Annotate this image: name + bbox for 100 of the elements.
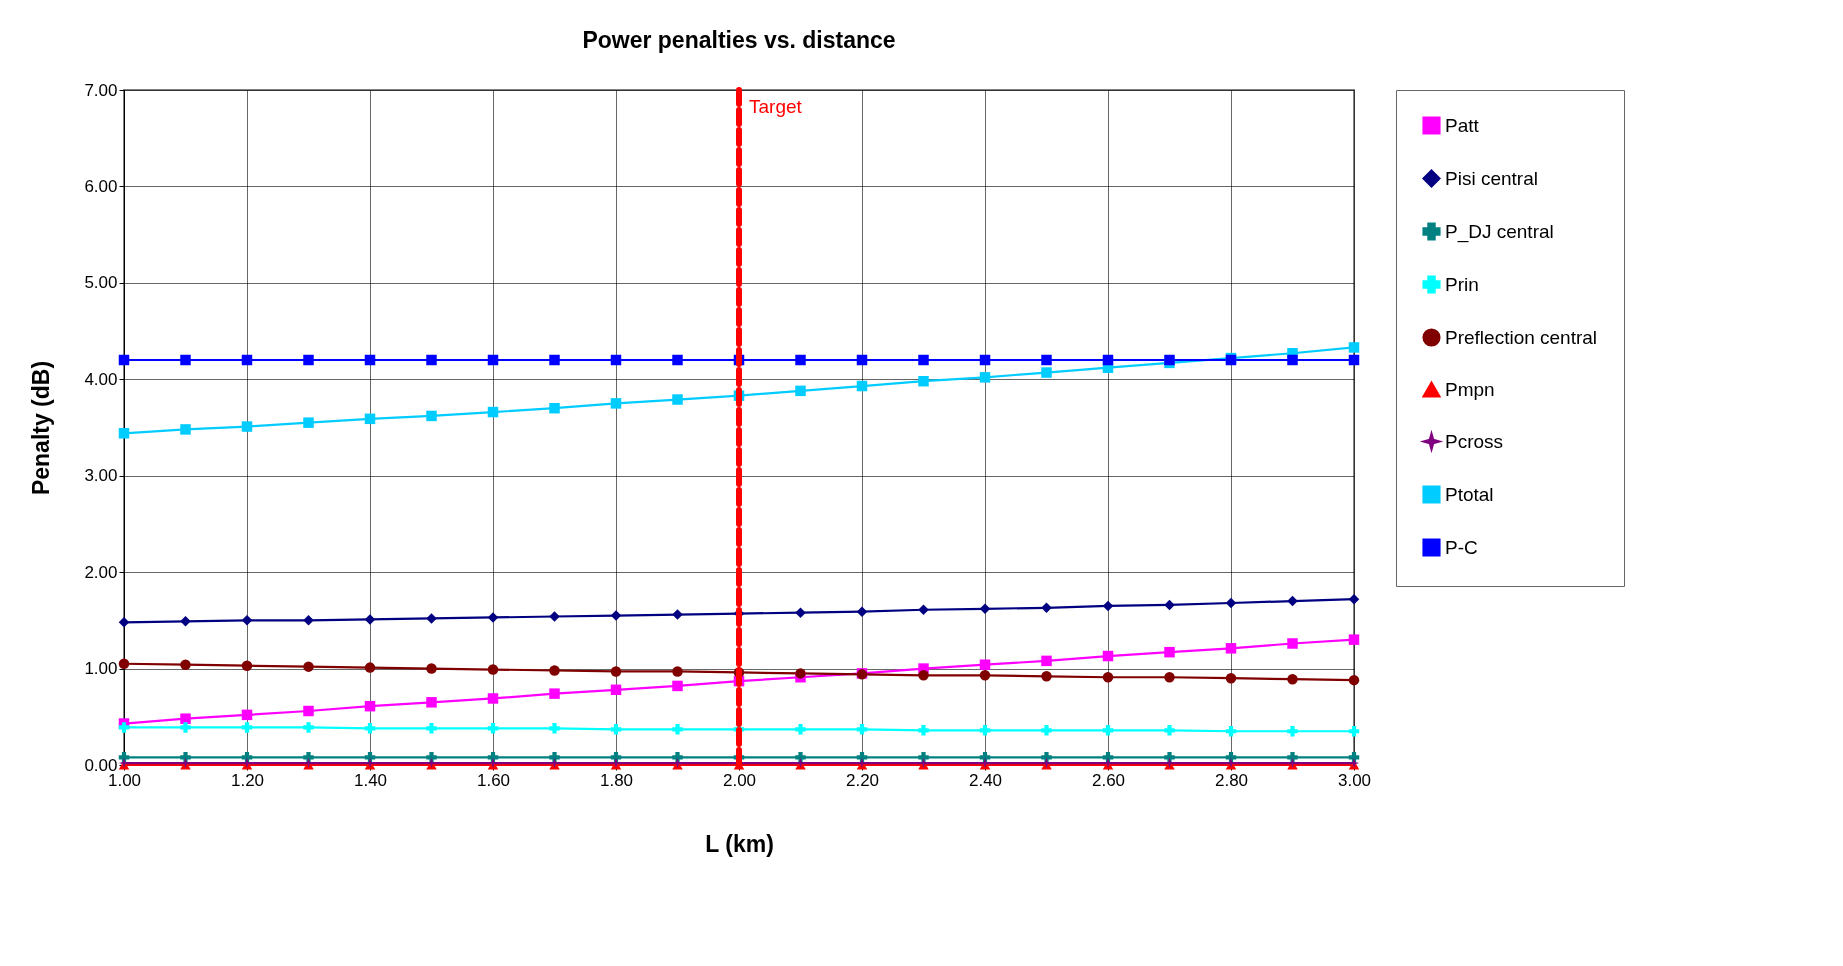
point <box>1287 638 1298 649</box>
point <box>795 607 806 618</box>
y-tick-label: 4.00 <box>84 369 118 389</box>
point <box>426 410 437 422</box>
point <box>180 616 191 627</box>
point <box>610 724 622 735</box>
point <box>672 724 683 735</box>
point <box>118 722 130 733</box>
point <box>672 394 683 405</box>
x-axis-title: L (km) <box>705 830 774 857</box>
point <box>610 610 622 621</box>
legend-label: Pisi central <box>1445 167 1538 189</box>
legend-label: Pcross <box>1445 430 1504 452</box>
point <box>426 697 437 708</box>
point <box>1102 650 1114 662</box>
point <box>979 603 991 615</box>
point <box>1041 655 1052 667</box>
point <box>1102 600 1114 612</box>
point <box>979 725 991 736</box>
point <box>672 609 683 620</box>
legend-label: Patt <box>1445 114 1480 136</box>
point <box>364 700 376 712</box>
point <box>856 354 868 366</box>
point <box>1041 367 1052 378</box>
point <box>549 723 560 734</box>
point <box>241 615 253 626</box>
y-tick-label: 2.00 <box>84 562 118 582</box>
point <box>1225 597 1237 609</box>
legend-label: P-C <box>1445 536 1478 558</box>
point <box>1041 671 1052 682</box>
point <box>918 670 929 681</box>
point <box>549 402 560 414</box>
point <box>303 722 314 733</box>
point <box>364 662 376 673</box>
point <box>487 693 499 704</box>
point <box>241 421 253 432</box>
point <box>1041 354 1052 366</box>
point <box>1164 672 1175 683</box>
point <box>303 705 314 717</box>
point <box>1348 342 1360 353</box>
point <box>1348 354 1360 366</box>
point <box>549 665 560 676</box>
legend-label: P_DJ central <box>1445 220 1554 243</box>
point <box>672 680 683 692</box>
point <box>1164 599 1175 611</box>
point <box>610 684 622 696</box>
y-tick-label: 6.00 <box>84 176 118 196</box>
point <box>1348 726 1360 737</box>
point <box>1287 726 1298 737</box>
y-tick-label: 1.00 <box>84 659 118 679</box>
point <box>672 666 683 677</box>
point <box>672 354 683 366</box>
point <box>610 666 622 677</box>
point <box>549 354 560 366</box>
point <box>426 723 437 734</box>
x-tick-label: 2.00 <box>722 770 757 790</box>
x-tick-label: 2.80 <box>1214 770 1249 790</box>
x-tick-label: 3.00 <box>1337 770 1372 790</box>
point <box>364 354 376 366</box>
point <box>1102 672 1114 683</box>
point <box>1287 354 1298 366</box>
y-tick-label: 5.00 <box>84 273 118 293</box>
point <box>426 354 437 366</box>
point <box>1287 595 1298 607</box>
point <box>918 725 929 736</box>
point <box>979 659 991 670</box>
legend-label: Prin <box>1445 273 1479 295</box>
point <box>303 661 314 672</box>
x-tick-label: 2.60 <box>1091 770 1126 790</box>
x-tick-label: 1.20 <box>230 770 265 790</box>
point <box>364 723 376 734</box>
point <box>1225 672 1237 684</box>
point <box>487 612 499 623</box>
chart-title: Power penalties vs. distance <box>582 27 896 53</box>
point <box>241 709 253 721</box>
point <box>918 375 929 387</box>
point <box>180 722 191 733</box>
point <box>241 660 253 671</box>
legend-label: Pmpn <box>1445 378 1495 400</box>
point <box>241 354 253 366</box>
point <box>1225 643 1237 654</box>
point <box>795 668 806 679</box>
point <box>426 613 437 624</box>
point <box>180 354 191 366</box>
point <box>241 722 253 733</box>
point <box>549 611 560 622</box>
point <box>918 354 929 366</box>
point <box>118 617 130 628</box>
x-tick-label: 2.40 <box>968 770 1003 790</box>
y-tick-label: 7.00 <box>84 80 118 100</box>
point <box>1287 673 1298 685</box>
point <box>487 406 499 418</box>
legend-label: Preflection central <box>1445 326 1598 348</box>
point <box>1102 354 1114 366</box>
point <box>795 385 806 397</box>
point <box>118 354 130 366</box>
point <box>426 663 437 674</box>
point <box>610 398 622 409</box>
x-tick-label: 2.20 <box>845 770 880 790</box>
point <box>1348 634 1360 645</box>
